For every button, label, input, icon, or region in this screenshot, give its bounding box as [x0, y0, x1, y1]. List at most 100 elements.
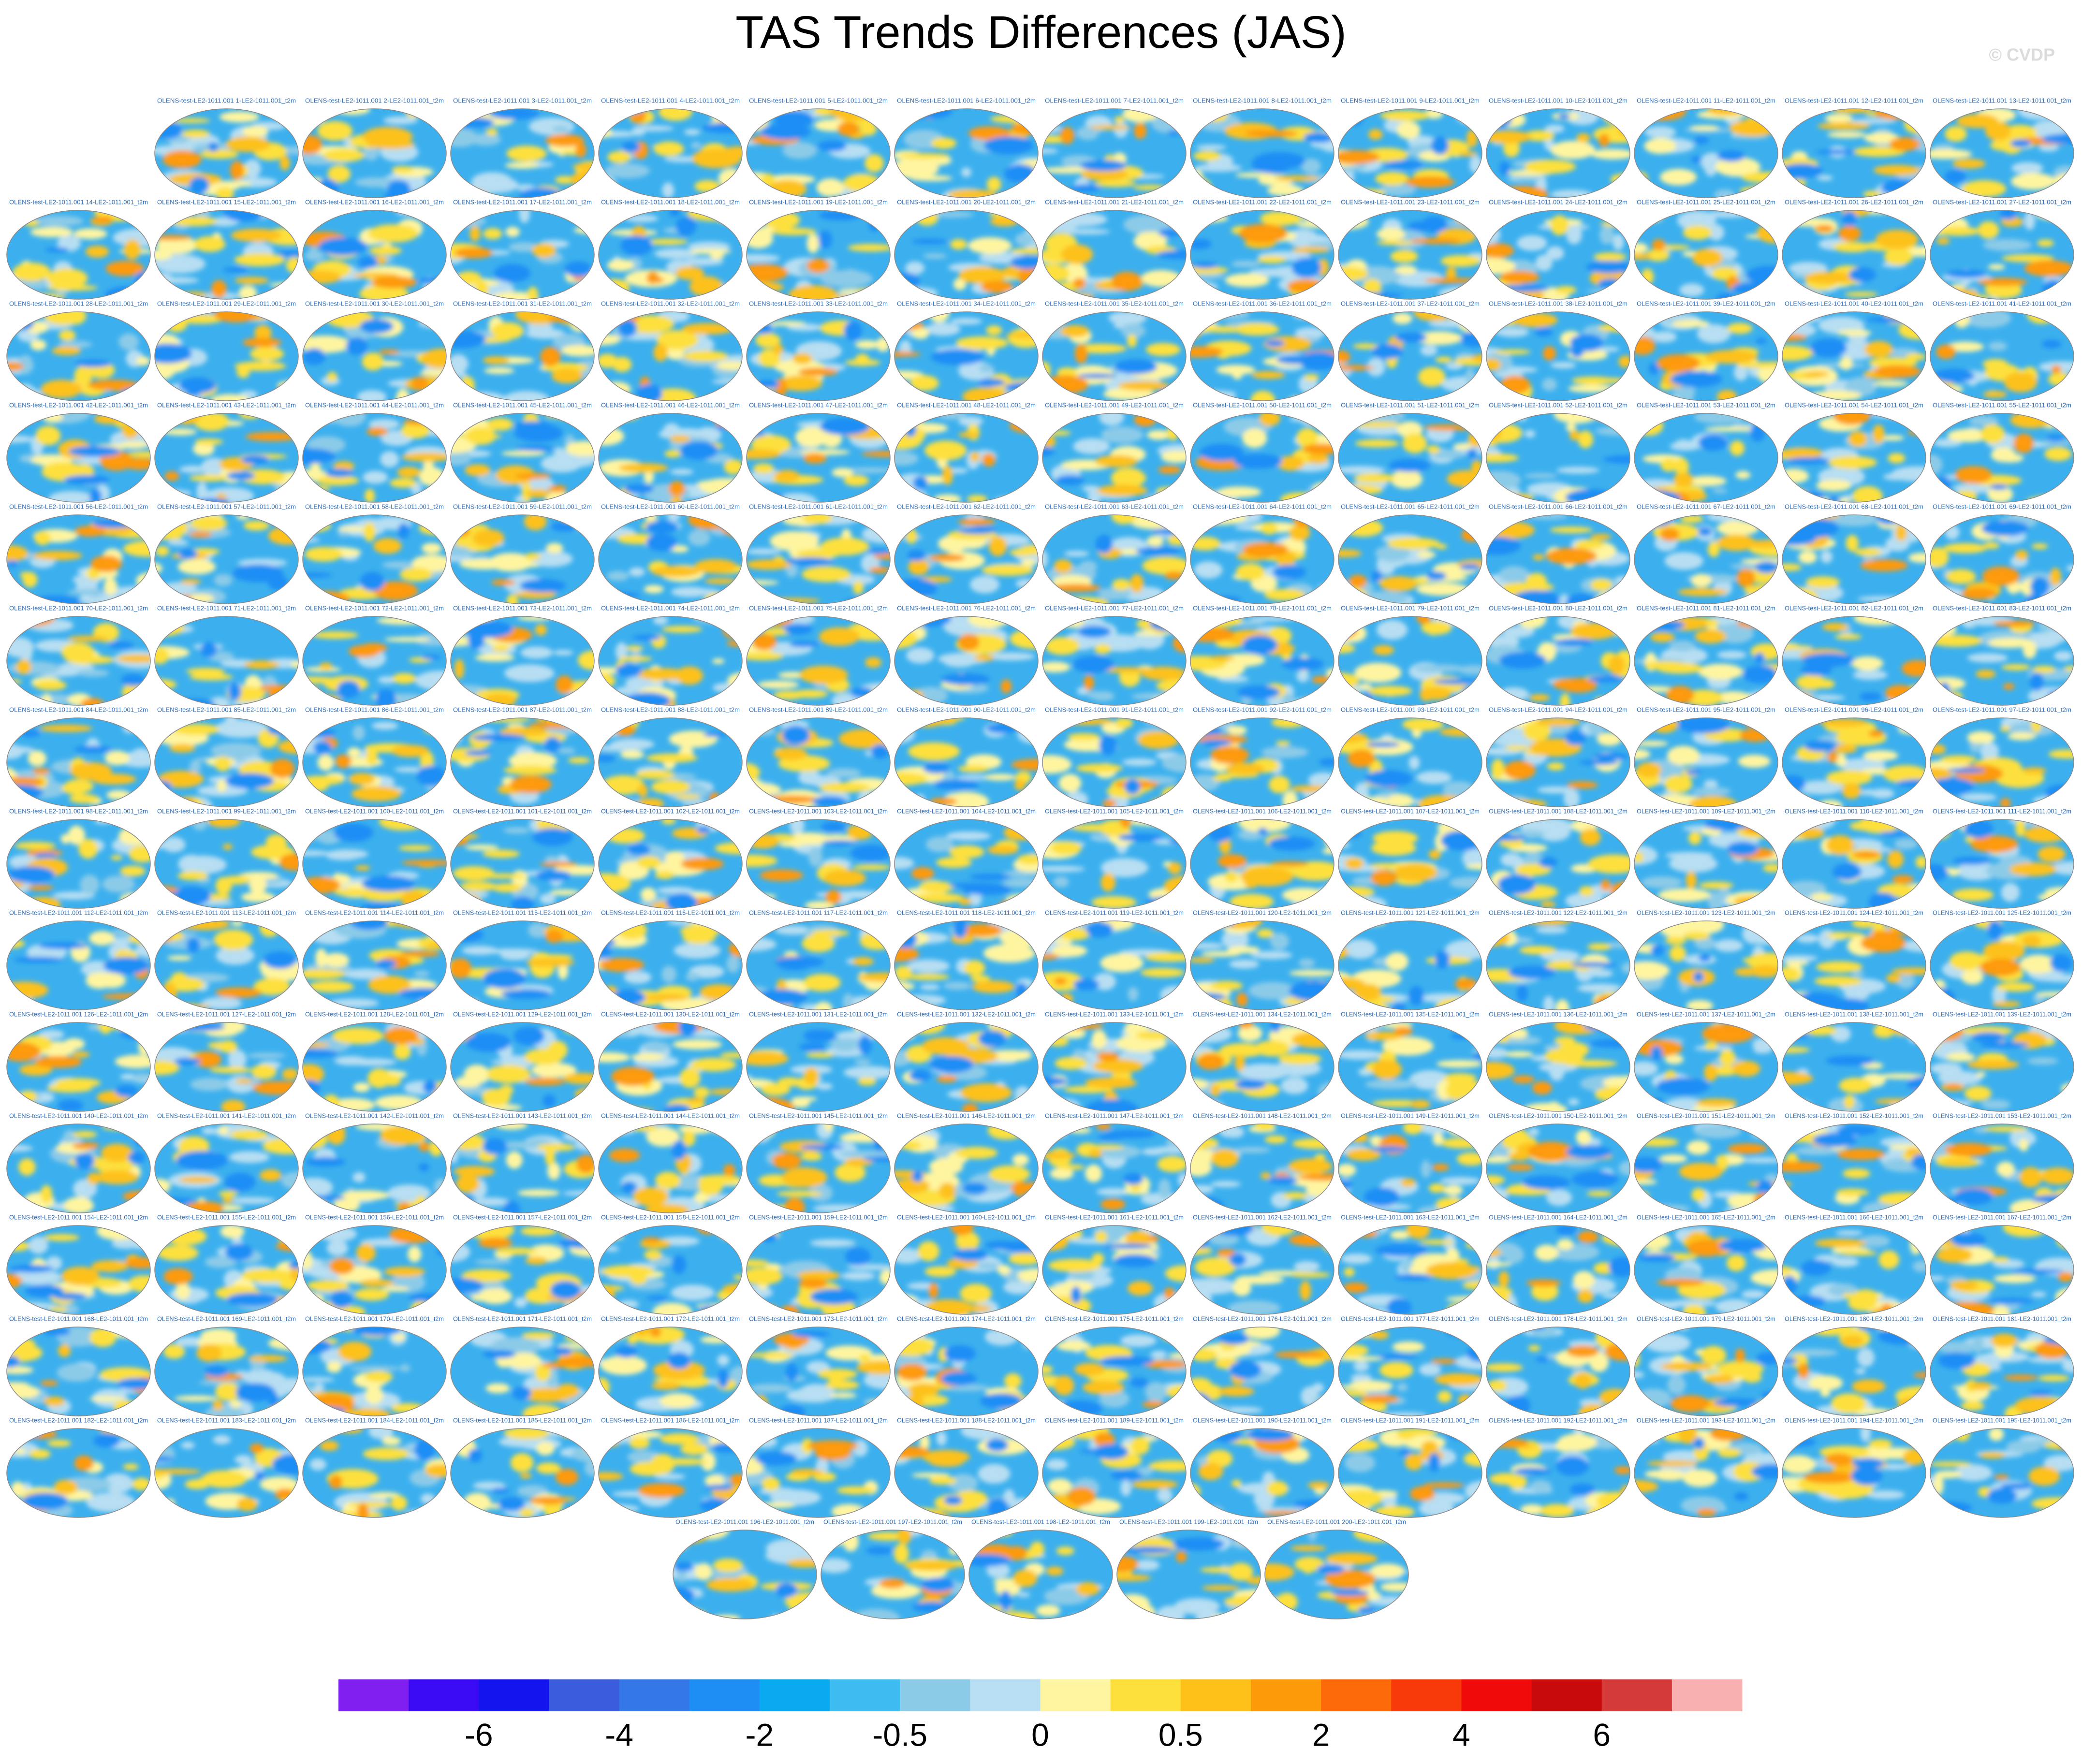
anomaly-blob	[1372, 1100, 1421, 1107]
anomaly-blob	[747, 430, 765, 438]
anomaly-blob	[1054, 938, 1073, 945]
anomaly-blob	[117, 654, 150, 663]
anomaly-blob	[1259, 413, 1280, 426]
anomaly-blob	[1496, 327, 1529, 337]
anomaly-blob	[614, 724, 636, 736]
map-field	[303, 1022, 446, 1111]
anomaly-blob	[637, 668, 688, 681]
anomaly-blob	[1935, 288, 1979, 299]
map-outline	[1486, 413, 1630, 503]
anomaly-blob	[1727, 322, 1753, 334]
anomaly-blob	[1445, 363, 1463, 370]
panel-label: OLENS-test-LE2-1011.001 68-LE2-1011.001_…	[1785, 503, 1923, 510]
anomaly-blob	[1042, 819, 1056, 833]
anomaly-blob	[1160, 986, 1186, 1004]
map-outline	[1486, 1022, 1630, 1112]
map-outline	[894, 311, 1039, 401]
panel-label: OLENS-test-LE2-1011.001 127-LE2-1011.001…	[157, 1010, 296, 1018]
panel-label: OLENS-test-LE2-1011.001 13-LE2-1011.001_…	[1933, 97, 2071, 104]
anomaly-blob	[1947, 429, 1989, 442]
anomaly-blob	[2015, 819, 2025, 837]
anomaly-blob	[894, 312, 913, 319]
anomaly-blob	[1708, 224, 1724, 241]
anomaly-blob	[1699, 881, 1734, 889]
anomaly-blob	[1698, 434, 1728, 451]
anomaly-blob	[544, 856, 559, 864]
panel-label: OLENS-test-LE2-1011.001 89-LE2-1011.001_…	[749, 706, 888, 713]
anomaly-blob	[599, 175, 616, 193]
anomaly-blob	[1897, 284, 1926, 298]
map-panel: OLENS-test-LE2-1011.001 91-LE2-1011.001_…	[1042, 706, 1187, 807]
anomaly-blob	[1782, 955, 1818, 962]
anomaly-blob	[1375, 545, 1410, 562]
anomaly-blob	[1344, 939, 1377, 959]
anomaly-blob	[115, 1055, 150, 1068]
panel-label: OLENS-test-LE2-1011.001 24-LE2-1011.001_…	[1489, 198, 1627, 205]
anomaly-blob	[1674, 458, 1689, 476]
map-panel: OLENS-test-LE2-1011.001 32-LE2-1011.001_…	[598, 300, 743, 401]
panel-label: OLENS-test-LE2-1011.001 107-LE2-1011.001…	[1341, 807, 1480, 815]
anomaly-blob	[875, 387, 890, 401]
map-panel: OLENS-test-LE2-1011.001 81-LE2-1011.001_…	[1634, 604, 1778, 706]
anomaly-blob	[2055, 1029, 2074, 1040]
anomaly-blob	[1277, 456, 1305, 471]
anomaly-blob	[1428, 630, 1438, 636]
anomaly-blob	[1052, 945, 1087, 957]
anomaly-blob	[778, 375, 822, 391]
anomaly-blob	[1042, 787, 1057, 795]
panel-label: OLENS-test-LE2-1011.001 1-LE2-1011.001_t…	[157, 97, 296, 104]
anomaly-blob	[414, 1195, 428, 1213]
anomaly-blob	[1930, 149, 1972, 159]
anomaly-blob	[1042, 866, 1085, 872]
map-outline	[1930, 717, 2074, 807]
anomaly-blob	[877, 921, 887, 936]
anomaly-blob	[1566, 225, 1582, 245]
panel-label: OLENS-test-LE2-1011.001 76-LE2-1011.001_…	[897, 604, 1036, 612]
anomaly-blob	[347, 747, 361, 758]
anomaly-blob	[1837, 329, 1872, 336]
anomaly-blob	[1371, 570, 1382, 583]
anomaly-blob	[245, 432, 298, 441]
map-panel: OLENS-test-LE2-1011.001 54-LE2-1011.001_…	[1782, 401, 1926, 503]
panel-label: OLENS-test-LE2-1011.001 113-LE2-1011.001…	[157, 909, 296, 916]
anomaly-blob	[599, 127, 613, 138]
anomaly-blob	[1782, 386, 1803, 392]
map-field	[155, 312, 298, 401]
anomaly-blob	[675, 666, 704, 685]
anomaly-blob	[1736, 619, 1772, 628]
map-panel: OLENS-test-LE2-1011.001 114-LE2-1011.001…	[302, 909, 447, 1010]
anomaly-blob	[1782, 532, 1817, 546]
anomaly-blob	[1338, 350, 1350, 364]
anomaly-blob	[1930, 312, 1959, 319]
map-outline	[450, 1022, 595, 1112]
panel-label: OLENS-test-LE2-1011.001 12-LE2-1011.001_…	[1785, 97, 1923, 104]
anomaly-blob	[1946, 1052, 1975, 1062]
anomaly-blob	[74, 366, 92, 386]
anomaly-blob	[1486, 257, 1516, 275]
anomaly-blob	[1782, 587, 1818, 604]
anomaly-blob	[1786, 457, 1830, 465]
anomaly-blob	[637, 784, 648, 798]
anomaly-blob	[118, 827, 147, 845]
anomaly-blob	[1076, 763, 1123, 773]
anomaly-blob	[178, 855, 227, 875]
anomaly-blob	[2023, 640, 2037, 659]
anomaly-blob	[1446, 266, 1456, 279]
anomaly-blob	[812, 796, 847, 806]
anomaly-blob	[1486, 243, 1514, 259]
anomaly-blob	[958, 765, 989, 773]
panel-label: OLENS-test-LE2-1011.001 92-LE2-1011.001_…	[1193, 706, 1332, 713]
anomaly-blob	[531, 243, 556, 258]
anomaly-blob	[92, 216, 113, 223]
anomaly-blob	[1605, 1025, 1630, 1032]
anomaly-blob	[20, 571, 31, 579]
anomaly-blob	[1650, 632, 1675, 642]
anomaly-blob	[1719, 1050, 1736, 1066]
map-outline	[450, 717, 595, 807]
panel-label: OLENS-test-LE2-1011.001 120-LE2-1011.001…	[1193, 909, 1332, 916]
anomaly-blob	[58, 1099, 84, 1111]
anomaly-blob	[190, 516, 228, 531]
anomaly-blob	[1798, 551, 1817, 564]
anomaly-blob	[686, 1097, 705, 1104]
anomaly-blob	[1076, 126, 1099, 140]
